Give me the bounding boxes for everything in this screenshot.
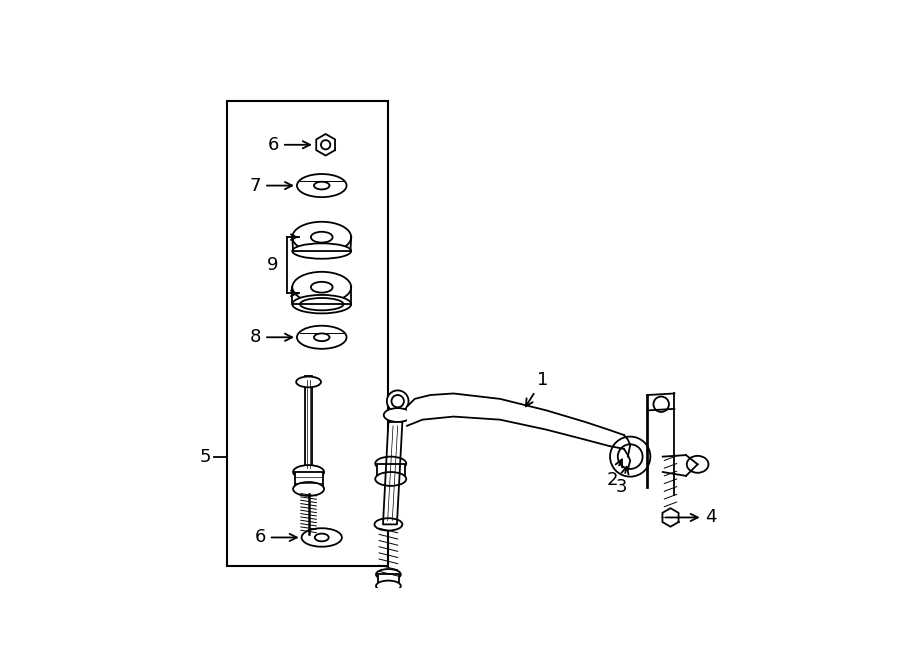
Bar	[377, 463, 405, 479]
Ellipse shape	[292, 272, 351, 303]
Text: 4: 4	[665, 508, 717, 526]
Ellipse shape	[653, 397, 669, 412]
Ellipse shape	[293, 482, 324, 496]
Ellipse shape	[374, 518, 402, 531]
Text: 2: 2	[607, 459, 622, 488]
Ellipse shape	[300, 298, 344, 310]
Text: 8: 8	[250, 329, 292, 346]
Ellipse shape	[315, 533, 328, 541]
Ellipse shape	[297, 174, 346, 197]
Ellipse shape	[292, 222, 351, 253]
Bar	[378, 574, 400, 587]
Ellipse shape	[375, 457, 406, 471]
Ellipse shape	[376, 580, 400, 592]
Ellipse shape	[376, 569, 400, 580]
Ellipse shape	[314, 333, 329, 341]
Ellipse shape	[310, 282, 333, 293]
Ellipse shape	[610, 437, 651, 477]
Ellipse shape	[302, 528, 342, 547]
Ellipse shape	[383, 408, 411, 422]
Text: 6: 6	[268, 136, 310, 154]
Bar	[227, 101, 388, 566]
Ellipse shape	[375, 472, 406, 486]
Text: 1: 1	[526, 371, 548, 407]
Ellipse shape	[321, 140, 330, 149]
Polygon shape	[407, 393, 624, 449]
Ellipse shape	[687, 456, 708, 473]
Text: 3: 3	[616, 467, 628, 496]
Ellipse shape	[292, 243, 351, 258]
Ellipse shape	[296, 377, 321, 387]
Ellipse shape	[314, 182, 329, 190]
Ellipse shape	[310, 232, 333, 243]
Polygon shape	[383, 422, 402, 524]
Ellipse shape	[387, 391, 409, 412]
Text: 7: 7	[250, 176, 292, 194]
Text: 9: 9	[267, 256, 279, 274]
Ellipse shape	[617, 444, 643, 469]
Text: 6: 6	[255, 529, 297, 547]
Ellipse shape	[392, 395, 404, 407]
Bar	[294, 472, 322, 489]
Bar	[305, 375, 311, 472]
Ellipse shape	[297, 326, 346, 349]
Ellipse shape	[293, 465, 324, 479]
Ellipse shape	[292, 295, 351, 313]
Text: 5: 5	[200, 447, 212, 465]
